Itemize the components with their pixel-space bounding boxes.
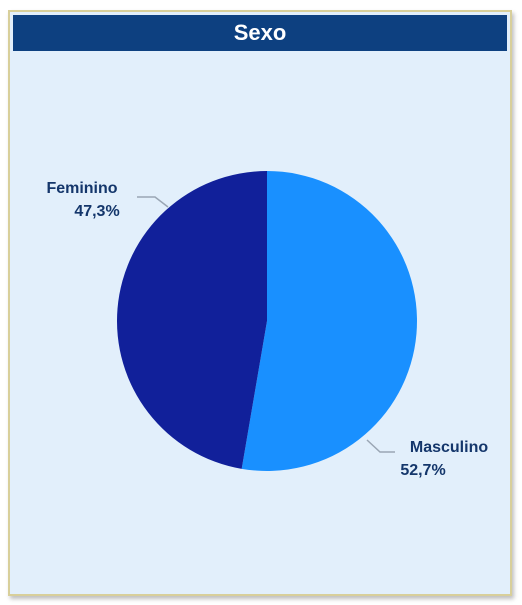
label-feminino-name: Feminino [46, 180, 117, 197]
label-feminino-value: 47,3% [74, 203, 119, 220]
pie-slice-masculino[interactable] [241, 171, 417, 471]
pie-slice-feminino[interactable] [116, 171, 267, 469]
card-header: Sexo [13, 15, 507, 51]
label-masculino-name: Masculino [410, 439, 488, 456]
leader-line-feminino [137, 196, 169, 208]
leader-line-masculino [366, 439, 395, 453]
chart-card: Sexo [8, 10, 512, 596]
card-title: Sexo [233, 20, 287, 45]
label-masculino-value: 52,7% [400, 462, 445, 479]
